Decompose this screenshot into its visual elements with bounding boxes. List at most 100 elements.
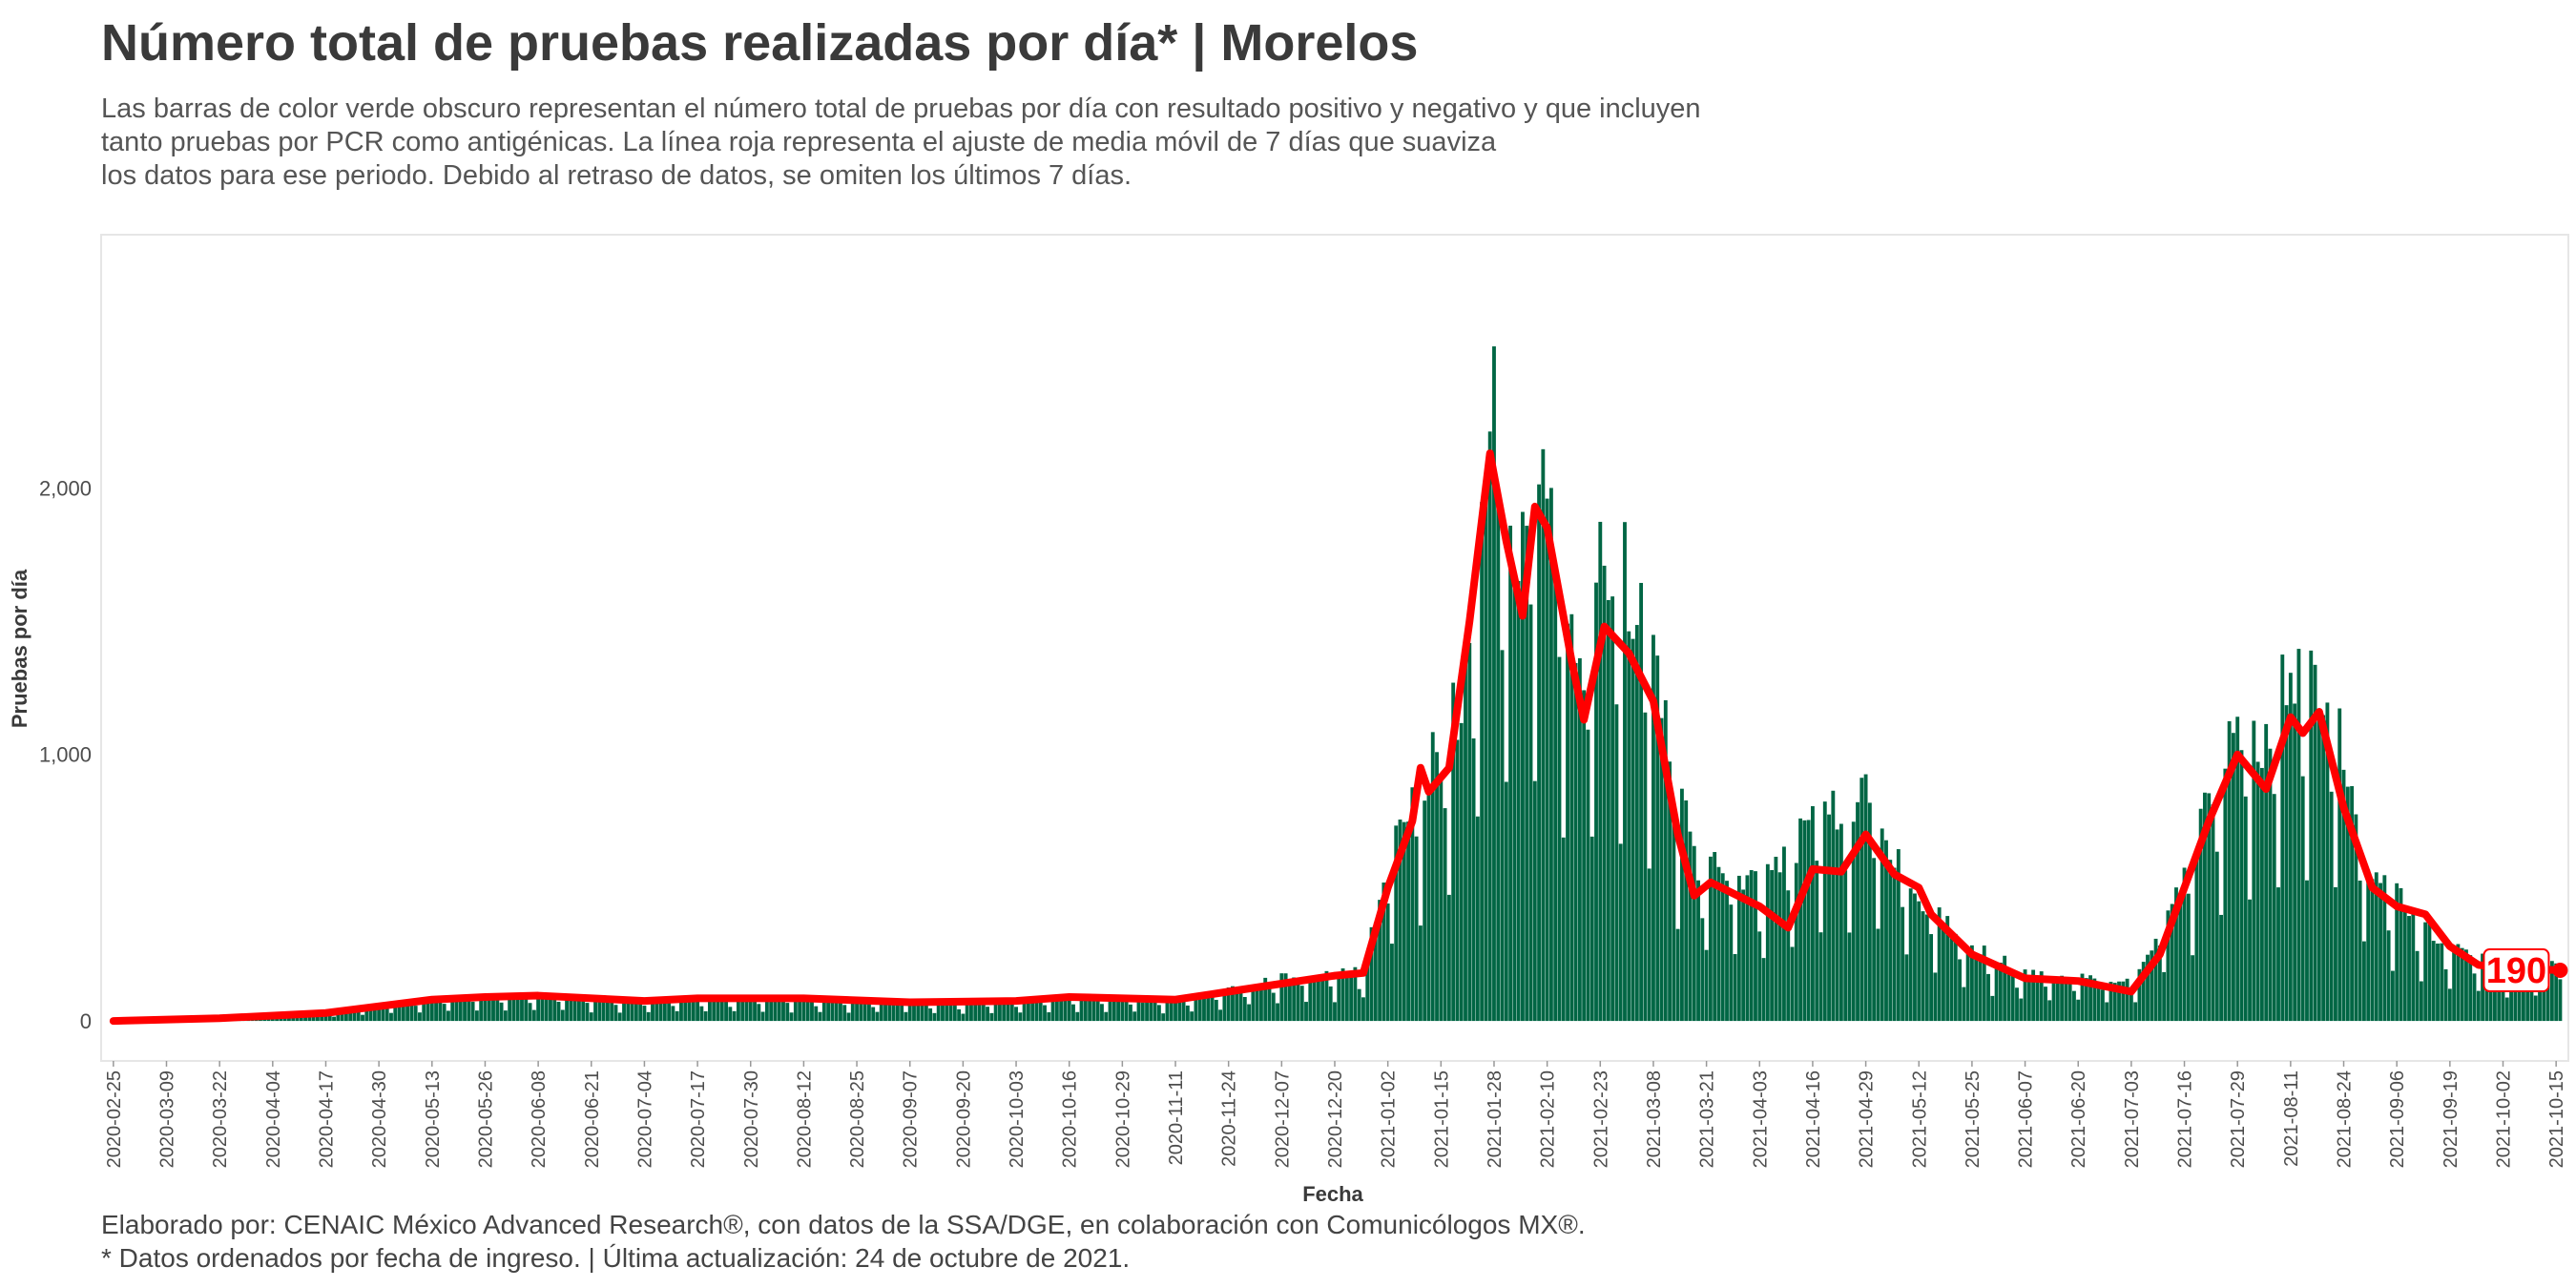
- x-axis: 2020-02-25 2020-03-09 2020-03-22 2020-04-04…: [104, 1061, 2567, 1168]
- bar: [1467, 642, 1472, 1022]
- bar: [1435, 752, 1439, 1022]
- bar: [1998, 962, 2003, 1022]
- x-tick-label: 2021-01-15: [1431, 1070, 1452, 1168]
- bar: [1573, 662, 1578, 1022]
- x-tick-label: 2021-02-23: [1590, 1070, 1611, 1168]
- bar: [1063, 997, 1068, 1022]
- bar: [1140, 1002, 1145, 1022]
- bar: [1009, 1001, 1014, 1022]
- bar: [1908, 888, 1913, 1022]
- bar: [549, 997, 552, 1022]
- bar: [691, 998, 696, 1022]
- bar: [855, 998, 859, 1022]
- bar: [1994, 964, 1999, 1022]
- bar: [2370, 879, 2375, 1022]
- bar: [2003, 955, 2007, 1022]
- bar: [1088, 996, 1092, 1022]
- bar: [2125, 978, 2129, 1022]
- bar: [2162, 971, 2167, 1022]
- bar: [1185, 1005, 1190, 1022]
- bar: [364, 1007, 369, 1022]
- bar: [560, 1009, 565, 1022]
- bar: [1423, 800, 1427, 1022]
- bar: [2472, 973, 2477, 1022]
- bar: [597, 996, 602, 1022]
- bar: [866, 999, 871, 1022]
- bar: [736, 997, 740, 1022]
- bar: [1242, 996, 1247, 1022]
- bar: [572, 996, 577, 1022]
- bar: [2288, 673, 2293, 1022]
- bar: [397, 1002, 402, 1022]
- x-tick-label: 2021-09-06: [2387, 1070, 2408, 1168]
- bar: [2272, 794, 2276, 1022]
- bar: [1754, 871, 1757, 1022]
- x-tick-label: 2020-04-17: [316, 1070, 337, 1168]
- bar: [1271, 992, 1276, 1022]
- x-tick-label: 2021-03-08: [1644, 1070, 1665, 1168]
- bar: [748, 996, 753, 1022]
- bar: [683, 999, 688, 1022]
- bar: [912, 1004, 916, 1022]
- bar: [2350, 785, 2355, 1022]
- end-label: 190: [2486, 951, 2546, 991]
- bar: [1047, 1012, 1051, 1022]
- bar: [361, 1014, 364, 1022]
- bar: [2481, 953, 2485, 1022]
- bar: [1373, 923, 1378, 1022]
- bar: [463, 996, 467, 1022]
- bar: [1259, 986, 1263, 1022]
- bar: [1990, 995, 1995, 1022]
- bar: [1822, 801, 1827, 1022]
- bar: [2549, 961, 2554, 1022]
- bar: [601, 995, 606, 1022]
- bar: [1091, 996, 1096, 1022]
- bar: [2468, 955, 2473, 1022]
- subtitle-line-2: tanto pruebas por PCR como antigénicas. …: [101, 127, 1497, 157]
- bar: [2379, 883, 2382, 1022]
- bar: [2248, 899, 2252, 1022]
- bar: [2067, 978, 2072, 1022]
- bar: [2055, 978, 2060, 1022]
- bar: [2476, 990, 2481, 1022]
- x-tick-label: 2021-06-20: [2068, 1070, 2089, 1168]
- bar: [393, 1001, 398, 1022]
- bar: [1194, 998, 1198, 1022]
- bar: [2440, 943, 2444, 1022]
- bar: [1978, 954, 1983, 1022]
- bar: [1736, 875, 1741, 1022]
- bar: [1030, 1000, 1035, 1022]
- bar: [343, 1008, 348, 1022]
- bar: [2088, 975, 2092, 1022]
- bar: [895, 1003, 900, 1022]
- bar: [1426, 792, 1431, 1022]
- bar: [879, 1003, 883, 1022]
- bar: [818, 1011, 822, 1022]
- bar: [859, 1002, 863, 1022]
- bar: [2264, 723, 2269, 1022]
- bar: [2300, 776, 2305, 1022]
- bar: [2170, 904, 2174, 1022]
- bar: [2243, 796, 2248, 1022]
- bar: [2334, 886, 2337, 1022]
- bar: [1006, 1000, 1010, 1022]
- y-tick-label: 2,000: [39, 476, 92, 500]
- bar: [1439, 774, 1444, 1022]
- x-tick-label: 2021-01-28: [1485, 1070, 1506, 1168]
- bar: [1639, 582, 1644, 1022]
- bar: [2456, 944, 2461, 1022]
- bar: [1022, 1001, 1027, 1022]
- bar: [1043, 1005, 1047, 1022]
- bar: [2231, 733, 2235, 1022]
- bar: [585, 1003, 590, 1022]
- bar: [1733, 954, 1737, 1022]
- bar: [1378, 900, 1382, 1022]
- bar: [2157, 945, 2162, 1022]
- bar: [450, 1000, 455, 1022]
- bar: [2436, 943, 2440, 1022]
- bar: [1843, 870, 1848, 1022]
- bar: [1402, 821, 1406, 1022]
- bar: [2276, 887, 2280, 1022]
- bar: [1917, 901, 1922, 1022]
- bar: [340, 1009, 344, 1022]
